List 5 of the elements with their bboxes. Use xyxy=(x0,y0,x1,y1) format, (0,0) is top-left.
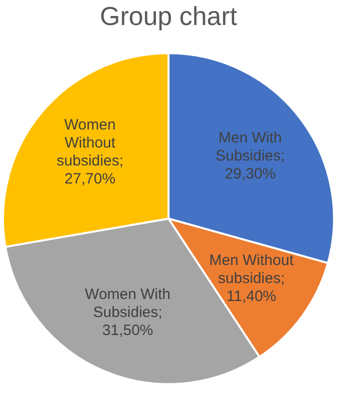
slice-label: Women With Subsidies; 31,50% xyxy=(84,286,170,339)
chart-title: Group chart xyxy=(100,0,238,31)
slice-label: Men Without subsidies; 11,40% xyxy=(209,252,294,306)
slice-label: Men With Subsidies; 29,30% xyxy=(216,130,285,183)
slice-label: Women Without subsidies; 27,70% xyxy=(56,116,124,188)
